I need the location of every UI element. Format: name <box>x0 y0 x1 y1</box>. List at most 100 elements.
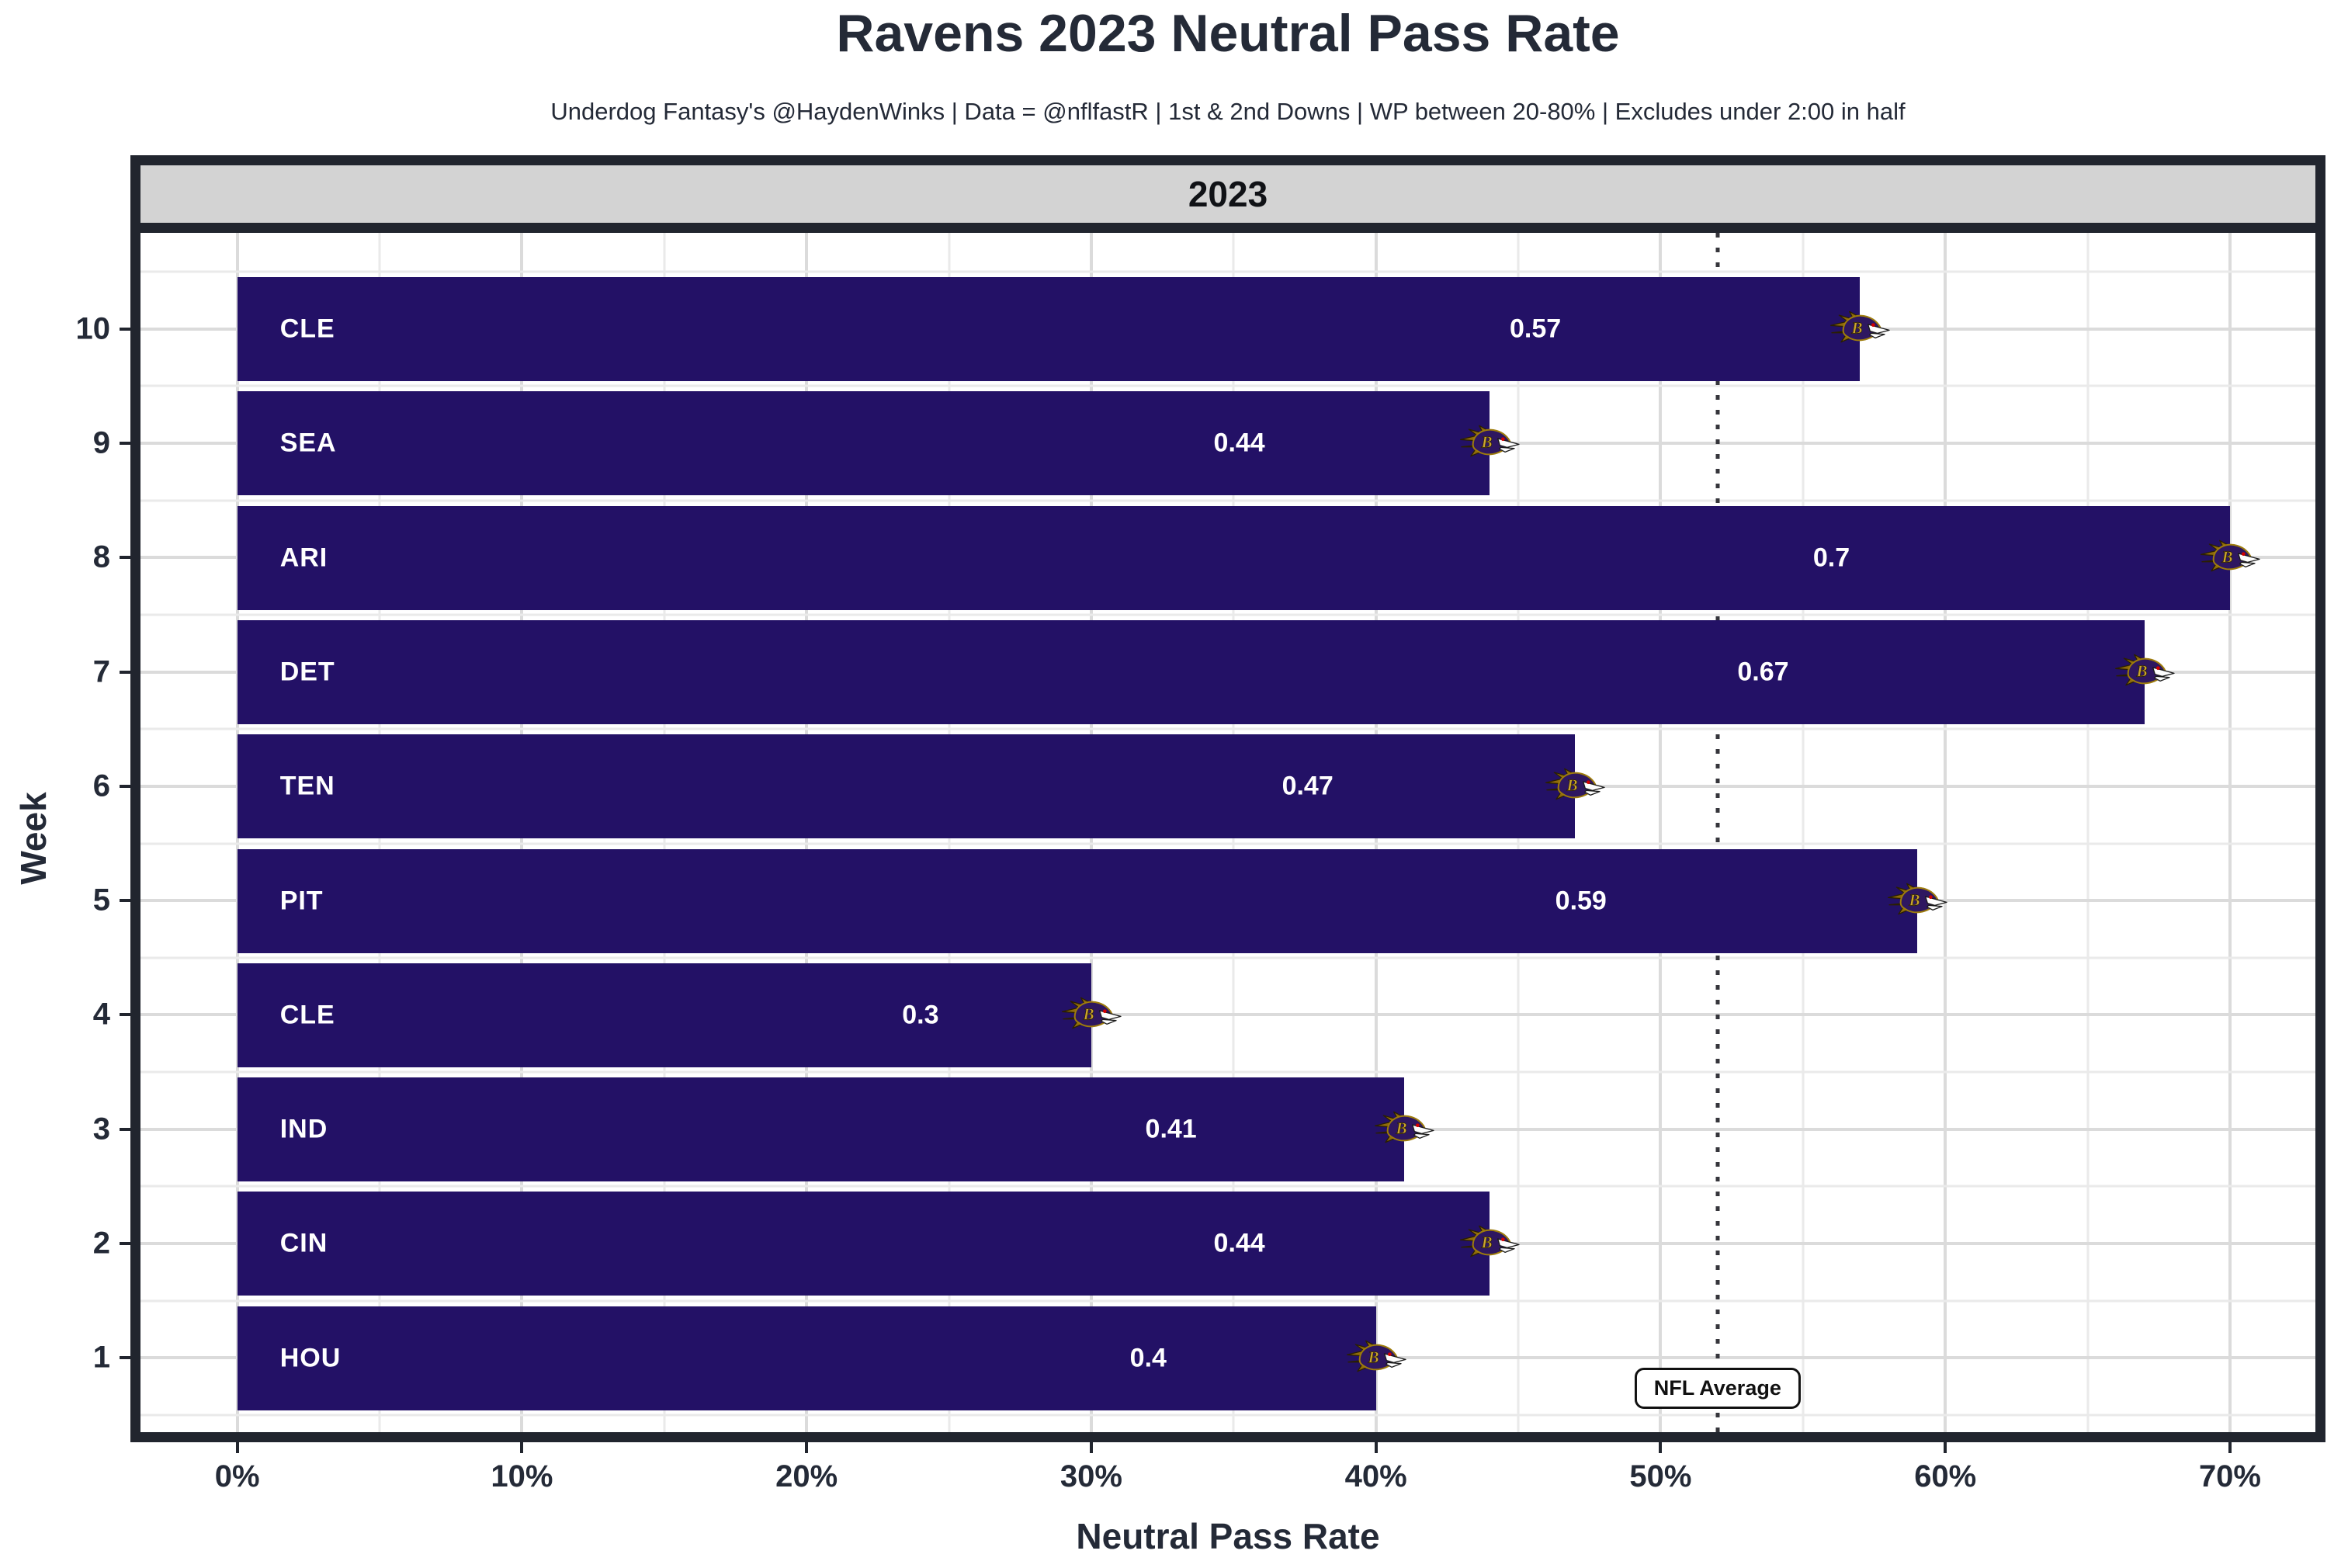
y-tick-mark <box>120 441 130 445</box>
svg-text:B: B <box>2221 547 2232 566</box>
svg-text:B: B <box>1367 1348 1379 1366</box>
opponent-label: CLE <box>279 1000 335 1030</box>
opponent-label: SEA <box>279 428 337 458</box>
ravens-logo-icon: B <box>1886 881 1948 921</box>
opponent-label: CLE <box>279 314 335 344</box>
y-tick-label: 5 <box>92 883 110 918</box>
gridline-horizontal-minor <box>140 1299 2315 1303</box>
value-label: 0.44 <box>1213 1228 1265 1258</box>
nfl-average-line <box>1715 233 1720 1432</box>
opponent-label: DET <box>279 657 335 687</box>
bar-week-3: IND 0.41 B <box>237 1077 1435 1182</box>
y-tick-label: 2 <box>92 1226 110 1261</box>
bar-week-4: CLE 0.3 B <box>237 963 1122 1067</box>
svg-text:B: B <box>1851 318 1863 337</box>
y-tick-mark <box>120 899 130 903</box>
y-tick-mark <box>120 1242 130 1246</box>
x-axis-title: Neutral Pass Rate <box>1076 1516 1380 1556</box>
bar-row: CIN 0.44 B <box>140 1186 2315 1301</box>
gridline-horizontal-minor <box>140 1185 2315 1188</box>
ravens-logo-icon: B <box>2114 652 2176 692</box>
value-label: 0.67 <box>1737 657 1789 687</box>
svg-text:B: B <box>1082 1004 1094 1023</box>
x-tick-mark <box>1944 1442 1947 1453</box>
bar-week-7: DET 0.67 B <box>237 619 2175 724</box>
bar-week-10: CLE 0.57 B <box>237 277 1890 381</box>
x-tick-mark <box>520 1442 524 1453</box>
value-label: 0.59 <box>1555 886 1607 915</box>
bar-row: DET 0.67 B <box>140 615 2315 730</box>
x-tick-label: 40% <box>1344 1459 1407 1493</box>
chart-subtitle: Underdog Fantasy's @HaydenWinks | Data =… <box>550 98 1906 125</box>
page-title: Ravens 2023 Neutral Pass Rate <box>836 4 1620 63</box>
ravens-logo-icon: B <box>2199 538 2261 578</box>
gridline-horizontal-minor <box>140 842 2315 845</box>
y-axis-title: Week <box>13 792 54 885</box>
x-tick-mark <box>1374 1442 1378 1453</box>
y-tick-mark <box>120 327 130 331</box>
y-tick-mark <box>120 1356 130 1360</box>
y-tick-label: 4 <box>92 997 110 1032</box>
bar-row: IND 0.41 B <box>140 1072 2315 1187</box>
nfl-average-label: NFL Average <box>1634 1368 1801 1409</box>
ravens-logo-icon: B <box>1373 1109 1435 1150</box>
svg-text:B: B <box>2135 661 2147 680</box>
ravens-logo-icon: B <box>1829 309 1891 349</box>
gridline-horizontal-minor <box>140 270 2315 273</box>
bar-row: PIT 0.59 B <box>140 844 2315 959</box>
x-tick-mark <box>1089 1442 1093 1453</box>
ravens-logo-icon: B <box>1458 423 1521 463</box>
ravens-logo-icon: B <box>1458 1223 1521 1264</box>
x-tick-label: 0% <box>214 1459 260 1493</box>
opponent-label: TEN <box>279 771 335 801</box>
value-label: 0.4 <box>1129 1343 1167 1373</box>
gridline-horizontal-minor <box>140 499 2315 502</box>
gridline-horizontal-minor <box>140 727 2315 730</box>
gridline-horizontal-minor <box>140 1414 2315 1417</box>
plot-frame: 2023 CLE 0.57 B SEA 0.44 B ARI 0.7 B DET 0.67 B TEN 0… <box>130 155 2325 1442</box>
gridline-horizontal-minor <box>140 613 2315 616</box>
gridline-vertical-major <box>1659 233 1663 1432</box>
x-tick-label: 70% <box>2198 1459 2261 1493</box>
opponent-label: IND <box>279 1114 328 1144</box>
ravens-logo-icon: B <box>1060 995 1122 1036</box>
opponent-label: ARI <box>279 543 328 573</box>
x-tick-mark <box>235 1442 239 1453</box>
x-tick-label: 50% <box>1629 1459 1692 1493</box>
x-axis: 0% 10% 20% 30% 40% 50% 60% 70% <box>140 1442 2315 1528</box>
y-tick-label: 10 <box>75 311 111 346</box>
y-tick-mark <box>120 784 130 788</box>
bar-row: CLE 0.57 B <box>140 272 2315 387</box>
x-tick-mark <box>1659 1442 1663 1453</box>
x-tick-label: 20% <box>775 1459 838 1493</box>
plot-panel: CLE 0.57 B SEA 0.44 B ARI 0.7 B DET 0.67 B TEN 0.47 B P… <box>130 233 2325 1442</box>
y-tick-label: 6 <box>92 768 110 803</box>
gridline-vertical-major <box>1944 233 1947 1432</box>
svg-text:B: B <box>1566 776 1578 795</box>
opponent-label: CIN <box>279 1228 328 1258</box>
gridline-horizontal-minor <box>140 1070 2315 1074</box>
bar-row: SEA 0.44 B <box>140 386 2315 501</box>
value-label: 0.7 <box>1812 543 1850 573</box>
bar-row: HOU 0.4 B <box>140 1301 2315 1416</box>
bar-week-6: TEN 0.47 B <box>237 734 1606 839</box>
gridline-vertical-major <box>2228 233 2232 1432</box>
bar-row: ARI 0.7 B <box>140 501 2315 616</box>
svg-text:B: B <box>1481 1233 1493 1252</box>
bar-week-9: SEA 0.44 B <box>237 391 1521 496</box>
x-tick-label: 30% <box>1060 1459 1122 1493</box>
gridline-horizontal-major <box>140 1013 2315 1017</box>
y-tick-label: 8 <box>92 539 110 574</box>
svg-text:B: B <box>1481 433 1493 452</box>
gridline-vertical-minor <box>2086 233 2090 1432</box>
x-tick-label: 60% <box>1914 1459 1977 1493</box>
opponent-label: HOU <box>279 1343 342 1373</box>
bar-row: CLE 0.3 B <box>140 958 2315 1073</box>
y-tick-mark <box>120 556 130 560</box>
value-label: 0.57 <box>1509 314 1562 344</box>
ravens-logo-icon: B <box>1345 1338 1407 1379</box>
value-label: 0.47 <box>1281 771 1334 801</box>
x-tick-mark <box>2228 1442 2232 1453</box>
facet-strip: 2023 <box>130 155 2325 233</box>
